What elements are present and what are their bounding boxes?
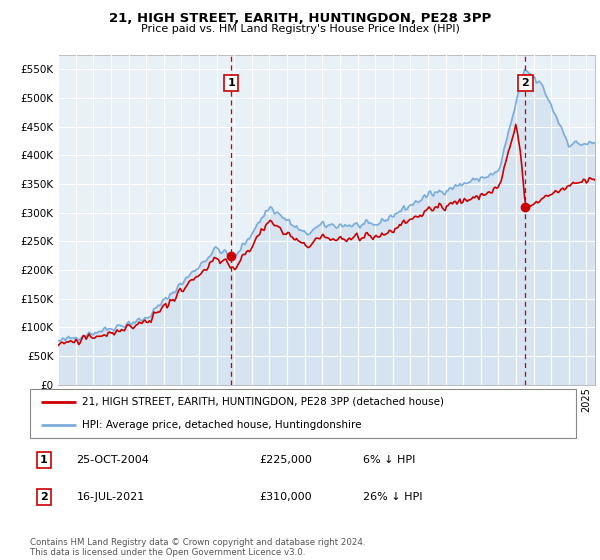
Text: 21, HIGH STREET, EARITH, HUNTINGDON, PE28 3PP: 21, HIGH STREET, EARITH, HUNTINGDON, PE2… [109, 12, 491, 25]
Text: Price paid vs. HM Land Registry's House Price Index (HPI): Price paid vs. HM Land Registry's House … [140, 24, 460, 34]
Text: 21, HIGH STREET, EARITH, HUNTINGDON, PE28 3PP (detached house): 21, HIGH STREET, EARITH, HUNTINGDON, PE2… [82, 397, 444, 407]
Text: £225,000: £225,000 [259, 455, 312, 465]
Text: £310,000: £310,000 [259, 492, 312, 502]
Text: 26% ↓ HPI: 26% ↓ HPI [363, 492, 422, 502]
Text: 1: 1 [227, 78, 235, 88]
Text: 16-JUL-2021: 16-JUL-2021 [76, 492, 145, 502]
Text: 1: 1 [40, 455, 47, 465]
Text: HPI: Average price, detached house, Huntingdonshire: HPI: Average price, detached house, Hunt… [82, 419, 361, 430]
Text: 2: 2 [40, 492, 47, 502]
Text: 6% ↓ HPI: 6% ↓ HPI [363, 455, 415, 465]
Text: 2: 2 [521, 78, 529, 88]
Text: 25-OCT-2004: 25-OCT-2004 [76, 455, 149, 465]
Text: Contains HM Land Registry data © Crown copyright and database right 2024.
This d: Contains HM Land Registry data © Crown c… [30, 538, 365, 557]
